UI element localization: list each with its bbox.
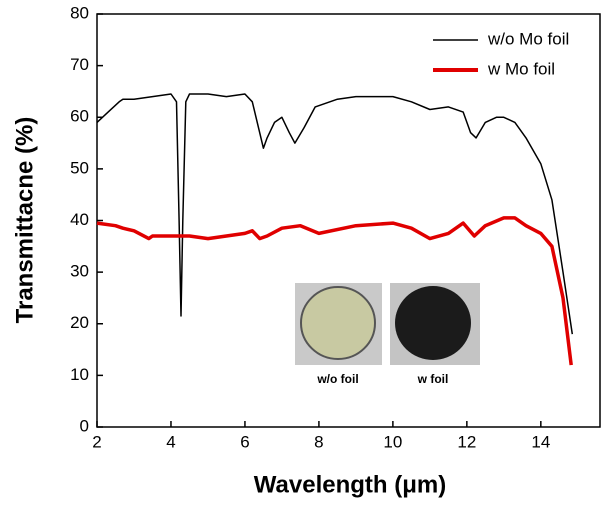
x-tick-label: 2 bbox=[92, 432, 101, 451]
x-tick-label: 4 bbox=[166, 432, 175, 451]
y-tick-label: 50 bbox=[70, 158, 89, 177]
y-tick-label: 80 bbox=[70, 3, 89, 22]
annotation: w foil bbox=[417, 372, 449, 386]
legend-label: w Mo foil bbox=[487, 59, 555, 78]
series-line bbox=[96, 216, 573, 366]
x-tick-label: 14 bbox=[531, 432, 550, 451]
y-tick-label: 40 bbox=[70, 210, 89, 229]
y-tick-label: 0 bbox=[80, 416, 89, 435]
y-tick-label: 10 bbox=[70, 365, 89, 384]
y-tick-label: 70 bbox=[70, 55, 89, 74]
legend-label: w/o Mo foil bbox=[487, 29, 569, 48]
x-tick-label: 8 bbox=[314, 432, 323, 451]
disk bbox=[395, 286, 471, 360]
x-axis-label: Wavelength (μm) bbox=[254, 471, 446, 498]
y-tick-label: 20 bbox=[70, 313, 89, 332]
y-tick-label: 30 bbox=[70, 262, 89, 281]
disk bbox=[300, 286, 376, 360]
annotation: w/o foil bbox=[316, 372, 358, 386]
y-axis-label: Transmittacne (%) bbox=[11, 117, 38, 324]
y-tick-label: 60 bbox=[70, 107, 89, 126]
x-tick-label: 12 bbox=[457, 432, 476, 451]
x-tick-label: 6 bbox=[240, 432, 249, 451]
series-line bbox=[96, 93, 574, 335]
x-tick-label: 10 bbox=[383, 432, 402, 451]
inset-photos bbox=[295, 283, 480, 365]
